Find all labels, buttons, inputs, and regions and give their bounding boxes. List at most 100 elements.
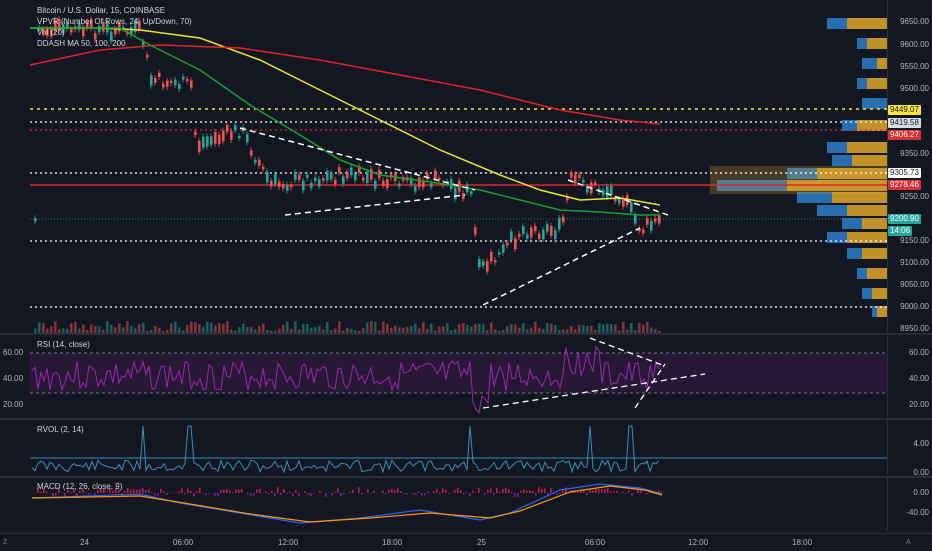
- macd-histogram-bar: [319, 491, 321, 493]
- rsi-left-tick: 60.00: [3, 348, 23, 357]
- rsi-left-tick: 40.00: [3, 374, 23, 383]
- volume-bar: [610, 324, 613, 333]
- volume-bar: [198, 324, 201, 333]
- volume-indicator-label[interactable]: Vol (20): [37, 28, 65, 37]
- price-tick: 9100.00: [900, 258, 929, 267]
- macd-histogram-bar: [133, 489, 135, 493]
- volume-profile-bar: [877, 58, 887, 69]
- candle: [534, 226, 537, 231]
- volume-bar: [606, 324, 609, 333]
- macd-histogram-bar: [595, 489, 597, 493]
- price-chart-pane[interactable]: Bitcoin / U.S. Dollar, 15, COINBASE VPVR…: [0, 0, 887, 333]
- rvol-indicator-label[interactable]: RVOL (2, 14): [37, 425, 84, 434]
- macd-histogram-bar: [511, 492, 513, 493]
- macd-histogram-bar: [217, 493, 219, 496]
- macd-canvas[interactable]: [0, 478, 887, 531]
- candle: [506, 243, 509, 246]
- rvol-axis[interactable]: 4.00 0.00: [887, 420, 932, 475]
- rsi-axis[interactable]: 60.00 40.00 20.00: [887, 336, 932, 417]
- rsi-tick: 60.00: [909, 348, 929, 357]
- ma-indicator-label[interactable]: DDASH MA 50, 100, 200: [37, 39, 126, 48]
- rsi-indicator-label[interactable]: RSI (14, close): [37, 340, 90, 349]
- macd-histogram-bar: [490, 488, 492, 493]
- candle: [310, 183, 313, 188]
- candle: [234, 125, 237, 130]
- volume-bar: [38, 322, 41, 333]
- macd-histogram-bar: [472, 491, 474, 493]
- macd-signal-line: [32, 486, 662, 522]
- volume-bar: [218, 323, 221, 333]
- vpvr-indicator-label[interactable]: VPVR (Number Of Rows, 24, Up/Down, 70): [37, 17, 192, 26]
- rvol-pane[interactable]: RVOL (2, 14): [0, 420, 887, 475]
- macd-pane[interactable]: MACD (12, 26, close, 9): [0, 478, 887, 531]
- candle: [546, 224, 549, 232]
- macd-histogram-bar: [403, 493, 405, 494]
- volume-bar: [394, 326, 397, 333]
- candle: [454, 188, 457, 199]
- time-tick: 06:00: [585, 538, 605, 547]
- pane-divider[interactable]: [0, 333, 932, 335]
- candle: [302, 181, 305, 191]
- price-chart-canvas[interactable]: [0, 0, 887, 333]
- time-tick: 06:00: [173, 538, 193, 547]
- macd-histogram-bar: [235, 490, 237, 493]
- macd-histogram-bar: [628, 491, 630, 493]
- macd-histogram-bar: [295, 490, 297, 493]
- macd-histogram-bar: [433, 491, 435, 493]
- volume-profile-bar: [847, 18, 887, 29]
- macd-histogram-bar: [55, 493, 57, 495]
- candle: [170, 81, 173, 83]
- volume-bar: [430, 324, 433, 333]
- macd-histogram-bar: [343, 493, 345, 494]
- candle: [414, 186, 417, 192]
- volume-bar: [214, 325, 217, 333]
- chart-title[interactable]: Bitcoin / U.S. Dollar, 15, COINBASE: [37, 6, 165, 15]
- candle: [642, 229, 645, 233]
- rvol-canvas[interactable]: [0, 420, 887, 475]
- rsi-pane[interactable]: RSI (14, close): [0, 336, 887, 417]
- candle: [354, 174, 357, 181]
- macd-histogram-bar: [280, 493, 282, 495]
- price-axis[interactable]: 9650.00 9600.00 9550.00 9500.00 9350.00 …: [887, 0, 932, 333]
- candle: [174, 80, 177, 85]
- volume-bar: [554, 325, 557, 333]
- price-tag-9305: 9305.73: [888, 168, 921, 178]
- macd-histogram-bar: [454, 490, 456, 493]
- time-axis[interactable]: Z 24 06:00 12:00 18:00 25 06:00 12:00 18…: [0, 533, 932, 551]
- macd-histogram-bar: [259, 489, 261, 493]
- candle: [502, 245, 505, 253]
- rsi-canvas[interactable]: [0, 336, 887, 417]
- volume-bar: [94, 326, 97, 333]
- volume-profile-bar: [877, 306, 887, 317]
- candle: [362, 178, 365, 181]
- macd-histogram-bar: [592, 490, 594, 493]
- volume-bar: [258, 326, 261, 333]
- macd-histogram-bar: [52, 493, 54, 497]
- candle: [606, 186, 609, 197]
- macd-histogram-bar: [442, 488, 444, 493]
- candle: [218, 135, 221, 145]
- ma100-line: [30, 28, 660, 205]
- macd-histogram-bar: [220, 490, 222, 493]
- auto-scale-button[interactable]: A: [906, 539, 911, 546]
- candle: [470, 191, 473, 194]
- volume-bar: [206, 322, 209, 333]
- macd-histogram-bar: [601, 489, 603, 493]
- zoom-button[interactable]: Z: [3, 539, 7, 546]
- macd-histogram-bar: [64, 493, 66, 496]
- macd-indicator-label[interactable]: MACD (12, 26, close, 9): [37, 482, 122, 491]
- rsi-left-tick: 20.00: [3, 400, 23, 409]
- macd-histogram-bar: [283, 489, 285, 493]
- macd-histogram-bar: [421, 493, 423, 495]
- candle: [342, 177, 345, 184]
- macd-histogram-bar: [340, 493, 342, 496]
- candle: [474, 227, 477, 234]
- value-area-highlight: [710, 166, 887, 194]
- macd-tick: 0.00: [913, 488, 929, 497]
- volume-bar: [138, 324, 141, 333]
- macd-histogram-bar: [298, 493, 300, 496]
- macd-axis[interactable]: 0.00 -40.00: [887, 478, 932, 531]
- volume-bar: [174, 322, 177, 333]
- macd-histogram-bar: [535, 493, 537, 496]
- candle: [562, 217, 565, 223]
